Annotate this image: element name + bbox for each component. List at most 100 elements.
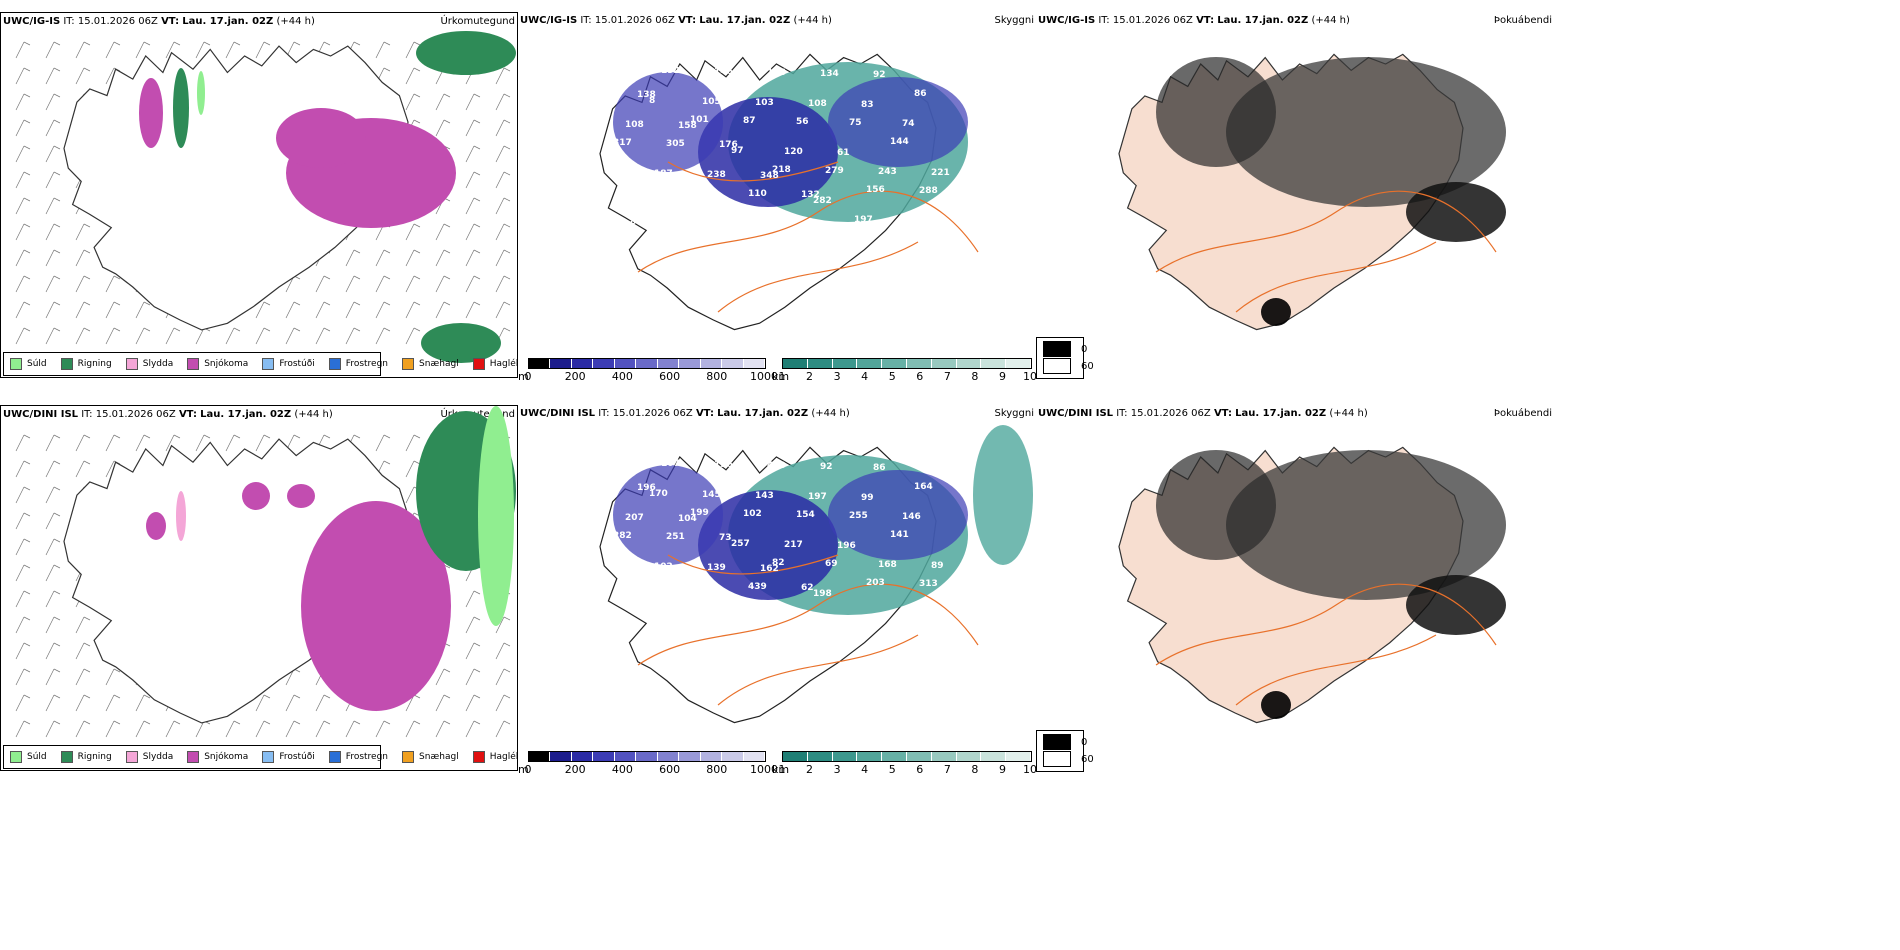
visibility-value-label: 102 — [654, 562, 673, 572]
header-model: UWC/IG-IS — [3, 16, 61, 27]
wind-barb — [45, 327, 61, 345]
fog-area — [1156, 450, 1276, 560]
road-network — [1155, 190, 1497, 313]
colorbar-step — [1006, 359, 1031, 368]
visibility-value-label: 197 — [854, 215, 873, 225]
legend-item: Haglél — [472, 358, 519, 370]
wind-barb — [405, 249, 421, 267]
wind-barb — [75, 67, 91, 85]
header-lead: (+44 h) — [1329, 408, 1368, 419]
wind-barb — [375, 249, 391, 267]
colorbar-tick: 2 — [806, 370, 814, 383]
colorbar-step — [807, 359, 833, 368]
visibility-value-label: 143 — [755, 491, 774, 501]
header-vt-value: Lau. 17.jan. 02Z — [1217, 15, 1309, 26]
visibility-value-label: 255 — [849, 511, 868, 521]
visibility-value-label: 83 — [861, 100, 874, 110]
wind-barb — [45, 119, 61, 137]
wind-barb — [435, 93, 451, 111]
wind-barb — [45, 93, 61, 111]
wind-barb — [405, 93, 421, 111]
colorbar-tick: 5 — [888, 370, 896, 383]
colorbar-step — [743, 359, 765, 368]
cloud-visibility-panel: UWC/DINI ISL IT: 15.01.2026 06Z VT: Lau.… — [518, 405, 1037, 776]
wind-barb — [45, 564, 61, 582]
wind-barb — [285, 720, 301, 738]
wind-barb — [105, 41, 121, 59]
visibility-value-label: 86 — [914, 89, 927, 99]
wind-barb — [15, 564, 31, 582]
wind-barb — [405, 275, 421, 293]
visibility-value-label: 89 — [931, 561, 944, 571]
wind-barb — [15, 171, 31, 189]
wind-barb — [105, 694, 121, 712]
header-vt-value: Lau. 17.jan. 02Z — [200, 409, 292, 420]
colorbar-step — [832, 752, 858, 761]
header-it-label: IT: — [598, 408, 610, 419]
legend-label: Frostúði — [279, 359, 315, 369]
wind-barb — [435, 223, 451, 241]
visibility-value-label: 196 — [637, 483, 656, 493]
visibility-value-label: 120 — [784, 147, 803, 157]
wind-barb — [405, 327, 421, 345]
colorbar-tick: 9 — [998, 370, 1006, 383]
wind-barb — [345, 301, 361, 319]
wind-barb — [15, 301, 31, 319]
header-it-label: IT: — [1116, 408, 1128, 419]
wind-barb — [45, 538, 61, 556]
header-vt-label: VT: — [695, 408, 714, 419]
wind-barb — [285, 301, 301, 319]
legend-label: Súld — [27, 752, 47, 762]
fog-key-label: 60 — [1081, 360, 1094, 372]
legend-item: Súld — [10, 751, 47, 763]
wind-barb — [225, 327, 241, 345]
wind-barb — [495, 93, 511, 111]
colorbar-tick: 1000 — [750, 370, 778, 383]
header-vt-label: VT: — [678, 15, 697, 26]
panel-header: UWC/IG-IS IT: 15.01.2026 06Z VT: Lau. 17… — [3, 16, 515, 30]
legend-label: Slydda — [142, 359, 174, 369]
colorbar-step — [906, 752, 932, 761]
drizzle-area — [197, 71, 205, 115]
visibility-value-label: 176 — [719, 140, 738, 150]
snow-area — [146, 512, 166, 540]
wind-barb — [405, 223, 421, 241]
wind-barb — [255, 41, 271, 59]
road-network — [637, 554, 979, 706]
wind-barb — [405, 41, 421, 59]
precip-legend: Súld Rigning Slydda Snjókoma Frostúði Frostre… — [3, 352, 518, 376]
low-cloud-area — [828, 77, 968, 167]
visibility-value-label: 162 — [760, 564, 779, 574]
colorbar-unit: m — [518, 370, 529, 383]
visibility-value-label: 439 — [748, 582, 767, 592]
colorbar-step — [722, 752, 744, 761]
colorbar-step — [783, 359, 808, 368]
visibility-value-label: 152 — [661, 66, 680, 76]
header-vt-label: VT: — [1213, 408, 1232, 419]
visibility-value-label: 170 — [649, 489, 668, 499]
wind-barb — [165, 41, 181, 59]
fog-map — [1118, 446, 1506, 724]
visibility-value-label: 102 — [743, 509, 762, 519]
wind-barb — [15, 41, 31, 59]
wind-barb — [15, 668, 31, 686]
wind-barb — [15, 145, 31, 163]
visibility-value-label: 144 — [890, 137, 909, 147]
wind-barb — [495, 668, 511, 686]
legend-label: Haglél — [489, 359, 519, 369]
precip-map — [15, 406, 516, 738]
header-it-value: 15.01.2026 06Z — [612, 408, 693, 419]
colorbar-tick: 4 — [861, 763, 869, 776]
visibility-value-label: 168 — [878, 560, 897, 570]
colorbar-tick: 10 — [1023, 763, 1037, 776]
wind-barb — [15, 720, 31, 738]
visibility-value-label: 134 — [820, 69, 839, 79]
visibility-value-label: 99 — [861, 493, 874, 503]
colorbar-step — [593, 752, 615, 761]
wind-barb — [105, 301, 121, 319]
legend-item: Rigning — [60, 358, 112, 370]
wind-barb — [15, 538, 31, 556]
wind-barb — [255, 434, 271, 452]
visibility-value-label: 305 — [666, 139, 685, 149]
visibility-value-label: 146 — [714, 67, 733, 77]
